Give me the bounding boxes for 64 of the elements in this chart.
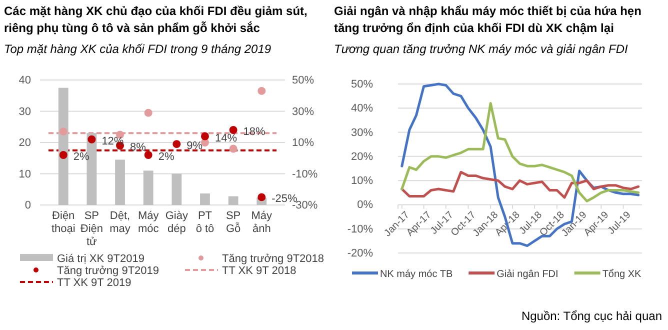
y-tick-label: 30 (18, 106, 31, 118)
x-tick-label: Giày dép (165, 210, 188, 235)
legend-label: TT XK 9T 2019 (57, 277, 132, 289)
point (59, 151, 68, 159)
chart-subtitle: Top mặt hàng XK của khối FDI trong 9 tháng 2019 (4, 42, 272, 56)
y-tick-label: 50% (350, 78, 374, 91)
legend-label: Giá trị XK 9T2019 (57, 253, 144, 265)
point (229, 144, 238, 153)
text: Nguồn: Tổng cục hải quan (521, 309, 662, 323)
x-tick-label: PT ô tô (196, 210, 214, 235)
bar (228, 196, 238, 205)
data-label: 14% (214, 132, 238, 144)
point (258, 86, 266, 95)
y2-tick-label: 10% (292, 137, 314, 150)
point (200, 132, 209, 140)
y-tick-label: 10 (18, 168, 31, 180)
data-label: 18% (243, 126, 266, 138)
y-tick-label: 20% (350, 150, 374, 163)
y-tick-label: 30% (350, 126, 374, 139)
chart-title: Các mặt hàng XK chủ đạo của khối FDI đều giảm sút, riêng phụ tùng ô tô và sản phẩm gỗ khởi sắc (4, 4, 308, 35)
point (144, 151, 152, 159)
data-label: 2% (158, 151, 174, 163)
point (88, 135, 96, 144)
point (258, 193, 266, 202)
x-tick-label: Điện thoại (51, 210, 76, 235)
bar (200, 193, 210, 205)
bar (172, 174, 182, 205)
legend-label: Tăng trưởng 9T2019 (57, 265, 160, 277)
data-label: 9% (186, 140, 203, 152)
y2-tick-label: -10% (292, 168, 318, 180)
y-tick-label: 40% (350, 102, 374, 115)
point (172, 140, 181, 148)
y2-tick-label: 30% (292, 106, 314, 118)
y2-tick-label: 50% (292, 74, 314, 87)
legend-label: Giải ngân FDI (496, 269, 558, 280)
line-series (400, 102, 640, 202)
x-tick-label: SP Gỗ (226, 210, 241, 235)
legend-label: NK máy móc TB (380, 269, 453, 280)
y-tick-label: 10% (350, 175, 374, 188)
bar (58, 88, 68, 205)
y-tick-label: 0% (357, 199, 374, 212)
y-tick-label: 20 (18, 137, 31, 150)
x-tick-label: Dệt, may (110, 210, 131, 235)
bar (143, 170, 154, 205)
point (144, 108, 152, 117)
y2-tick-label: -30% (292, 200, 318, 212)
y-tick-label: 0 (24, 200, 31, 212)
point (59, 128, 68, 136)
x-tick-label: SP Điện tử (80, 210, 104, 248)
y-tick-label: -10% (347, 223, 374, 236)
line-series (400, 170, 640, 199)
x-tick-label: Máy ảnh (251, 210, 273, 235)
bar (115, 160, 125, 205)
legend-label: Tăng trưởng 9T2018 (222, 253, 324, 265)
chart-title: Giải ngân và nhập khẩu máy móc thiết bị của hứa hẹn tăng trưởng ổn định của khối FDI dù XK chậm lại (334, 4, 642, 35)
data-label: 12% (102, 135, 124, 148)
y-tick-label: 40 (18, 74, 31, 87)
legend-label: TT XK 9T 2018 (222, 265, 296, 277)
point (229, 126, 238, 134)
x-tick-label: Máy móc (138, 210, 160, 235)
data-label: 2% (73, 151, 90, 163)
legend-label: Tổng XK (602, 268, 642, 280)
y-tick-label: -20% (347, 248, 374, 260)
chart-subtitle: Tương quan tăng trưởng NK máy móc và giải ngân FDI (334, 42, 629, 56)
